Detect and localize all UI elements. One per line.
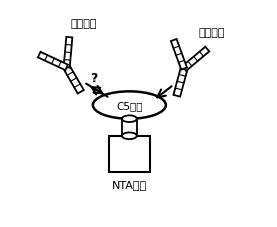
- Polygon shape: [182, 47, 209, 72]
- Text: 参考抗体: 参考抗体: [198, 28, 225, 38]
- Bar: [122, 119, 137, 136]
- Text: NTA芯片: NTA芯片: [112, 179, 147, 189]
- Bar: [109, 136, 150, 173]
- Polygon shape: [64, 38, 72, 68]
- Text: 待测抗体: 待测抗体: [71, 19, 97, 29]
- Text: C5抗原: C5抗原: [116, 101, 143, 111]
- Polygon shape: [173, 68, 188, 97]
- Polygon shape: [171, 40, 187, 70]
- Text: ?: ?: [90, 72, 98, 85]
- Ellipse shape: [122, 133, 137, 140]
- Polygon shape: [38, 53, 68, 71]
- Ellipse shape: [93, 92, 166, 119]
- Ellipse shape: [122, 116, 137, 123]
- Polygon shape: [64, 66, 84, 94]
